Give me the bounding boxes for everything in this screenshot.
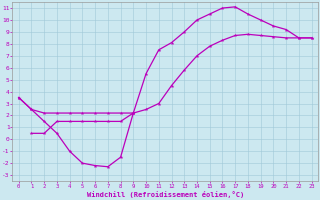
X-axis label: Windchill (Refroidissement éolien,°C): Windchill (Refroidissement éolien,°C): [86, 191, 244, 198]
